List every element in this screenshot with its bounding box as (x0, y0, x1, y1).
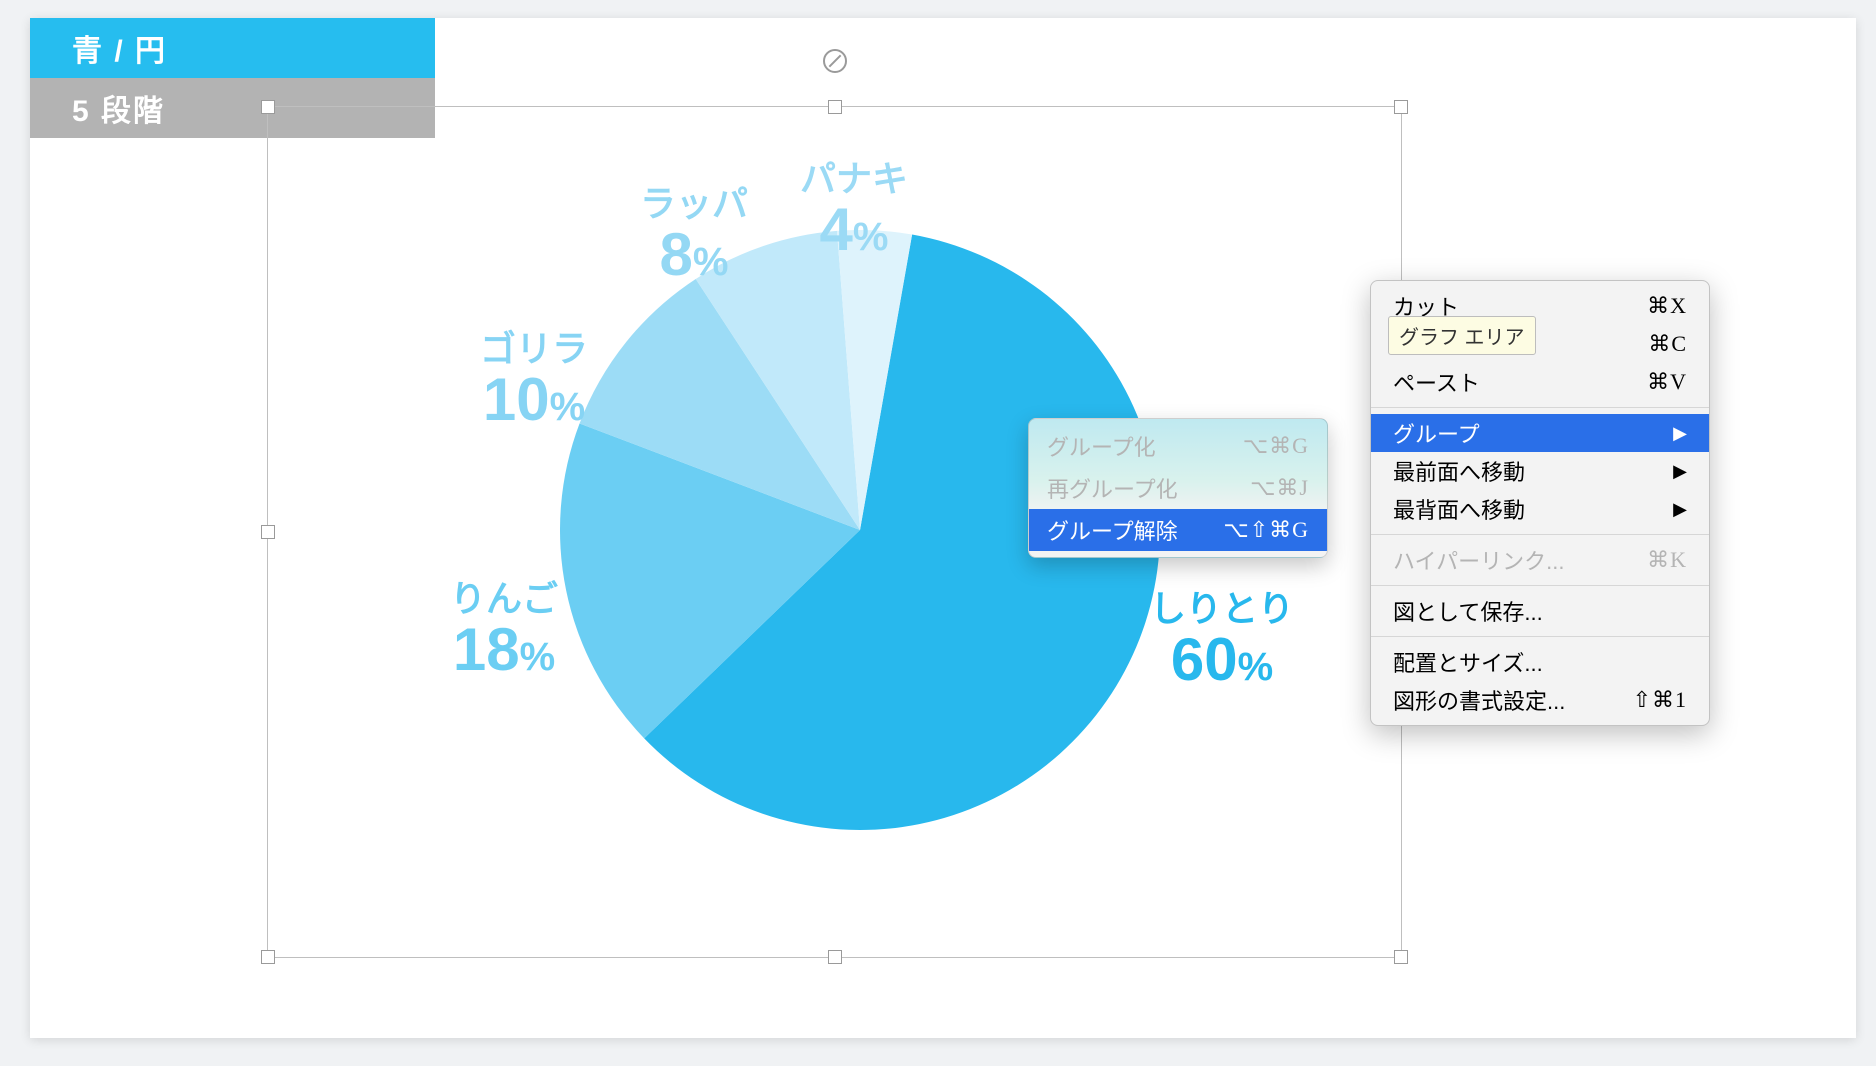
lock-icon (823, 49, 847, 73)
menu-separator (1371, 534, 1709, 535)
color-tab-active[interactable]: 青 / 円 (30, 18, 435, 78)
pie-label: ラッパ8% (640, 185, 748, 286)
tooltip-chart-area: グラフ エリア (1388, 316, 1536, 355)
menu-separator (1371, 407, 1709, 408)
resize-handle-tl[interactable] (261, 100, 275, 114)
submenu-item: グループ化⌥⌘G (1029, 425, 1327, 467)
menu-separator (1371, 636, 1709, 637)
menu-item[interactable]: 配置とサイズ... (1371, 643, 1709, 681)
resize-handle-ml[interactable] (261, 525, 275, 539)
pie-label: しりとり60% (1150, 590, 1294, 691)
color-tab-inactive-label: 5 段階 (72, 86, 165, 130)
menu-item[interactable]: グループ▶ (1371, 414, 1709, 452)
menu-item[interactable]: 最前面へ移動▶ (1371, 452, 1709, 490)
resize-handle-bm[interactable] (828, 950, 842, 964)
menu-item[interactable]: 図形の書式設定...⇧⌘1 (1371, 681, 1709, 719)
menu-separator (1371, 585, 1709, 586)
pie-label: パナキ4% (800, 160, 908, 261)
menu-item[interactable]: 最背面へ移動▶ (1371, 490, 1709, 528)
submenu-item: 再グループ化⌥⌘J (1029, 467, 1327, 509)
pie-label: りんご18% (450, 580, 558, 681)
menu-item[interactable]: 図として保存... (1371, 592, 1709, 630)
submenu-item[interactable]: グループ解除⌥⇧⌘G (1029, 509, 1327, 551)
resize-handle-bl[interactable] (261, 950, 275, 964)
pie-label: ゴリラ10% (480, 330, 588, 431)
resize-handle-br[interactable] (1394, 950, 1408, 964)
menu-item: ハイパーリンク...⌘K (1371, 541, 1709, 579)
context-submenu-group[interactable]: グループ化⌥⌘G再グループ化⌥⌘Jグループ解除⌥⇧⌘G (1028, 418, 1328, 558)
resize-handle-tr[interactable] (1394, 100, 1408, 114)
resize-handle-tm[interactable] (828, 100, 842, 114)
color-tab-active-label: 青 / 円 (72, 26, 167, 70)
menu-item[interactable]: ペースト⌘V (1371, 363, 1709, 401)
tooltip-text: グラフ エリア (1399, 327, 1525, 349)
